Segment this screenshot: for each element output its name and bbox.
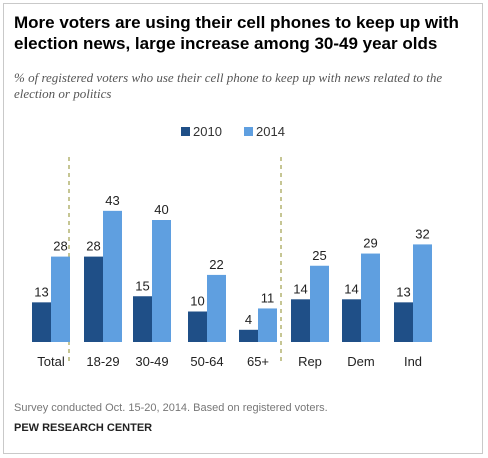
data-label-2010-18-29: 28 bbox=[86, 239, 100, 254]
bar-2010-65+ bbox=[239, 329, 258, 342]
bar-2014-Rep bbox=[310, 265, 329, 342]
category-label-30-49: 30-49 bbox=[135, 354, 168, 369]
category-label-Dem: Dem bbox=[347, 354, 374, 369]
bar-2014-Dem bbox=[361, 253, 380, 342]
bar-2014-Total bbox=[51, 256, 70, 342]
source-credit: PEW RESEARCH CENTER bbox=[14, 422, 153, 434]
data-label-2014-30-49: 40 bbox=[154, 202, 168, 217]
category-label-65+: 65+ bbox=[247, 354, 269, 369]
bar-2010-Total bbox=[32, 302, 51, 342]
data-label-2010-Ind: 13 bbox=[396, 284, 410, 299]
chart-title: More voters are using their cell phones … bbox=[14, 13, 459, 53]
bar-2010-Rep bbox=[291, 299, 310, 342]
legend-swatch-2014 bbox=[244, 127, 253, 136]
data-label-2010-65+: 4 bbox=[245, 312, 252, 327]
bar-2010-Dem bbox=[342, 299, 361, 342]
category-label-Total: Total bbox=[37, 354, 65, 369]
data-label-2010-30-49: 15 bbox=[135, 278, 149, 293]
data-label-2010-Rep: 14 bbox=[293, 281, 307, 296]
category-label-50-64: 50-64 bbox=[190, 354, 223, 369]
category-label-Rep: Rep bbox=[298, 354, 322, 369]
survey-note: Survey conducted Oct. 15-20, 2014. Based… bbox=[14, 402, 328, 414]
legend-swatch-2010 bbox=[181, 127, 190, 136]
chart-subtitle: % of registered voters who use their cel… bbox=[14, 70, 443, 101]
data-label-2010-Total: 13 bbox=[34, 284, 48, 299]
category-label-Ind: Ind bbox=[404, 354, 422, 369]
bar-2014-18-29 bbox=[103, 210, 122, 342]
bar-2010-Ind bbox=[394, 302, 413, 342]
data-label-2014-50-64: 22 bbox=[209, 257, 223, 272]
data-label-2014-Ind: 32 bbox=[415, 226, 429, 241]
category-label-18-29: 18-29 bbox=[86, 354, 119, 369]
data-label-2010-Dem: 14 bbox=[344, 281, 358, 296]
data-label-2010-50-64: 10 bbox=[190, 294, 204, 309]
data-label-2014-18-29: 43 bbox=[105, 193, 119, 208]
bar-2014-Ind bbox=[413, 244, 432, 342]
legend-label-2014: 2014 bbox=[256, 124, 285, 139]
bar-2014-50-64 bbox=[207, 274, 226, 342]
data-label-2014-Rep: 25 bbox=[312, 248, 326, 263]
legend-label-2010: 2010 bbox=[193, 124, 222, 139]
bar-2010-18-29 bbox=[84, 256, 103, 342]
bar-2014-30-49 bbox=[152, 220, 171, 342]
bar-2010-30-49 bbox=[133, 296, 152, 342]
bar-2010-50-64 bbox=[188, 311, 207, 342]
data-label-2014-Total: 28 bbox=[53, 239, 67, 254]
chart-frame bbox=[3, 3, 483, 454]
data-label-2014-Dem: 29 bbox=[363, 236, 377, 251]
data-label-2014-65+: 11 bbox=[261, 290, 275, 305]
bar-2014-65+ bbox=[258, 308, 277, 342]
